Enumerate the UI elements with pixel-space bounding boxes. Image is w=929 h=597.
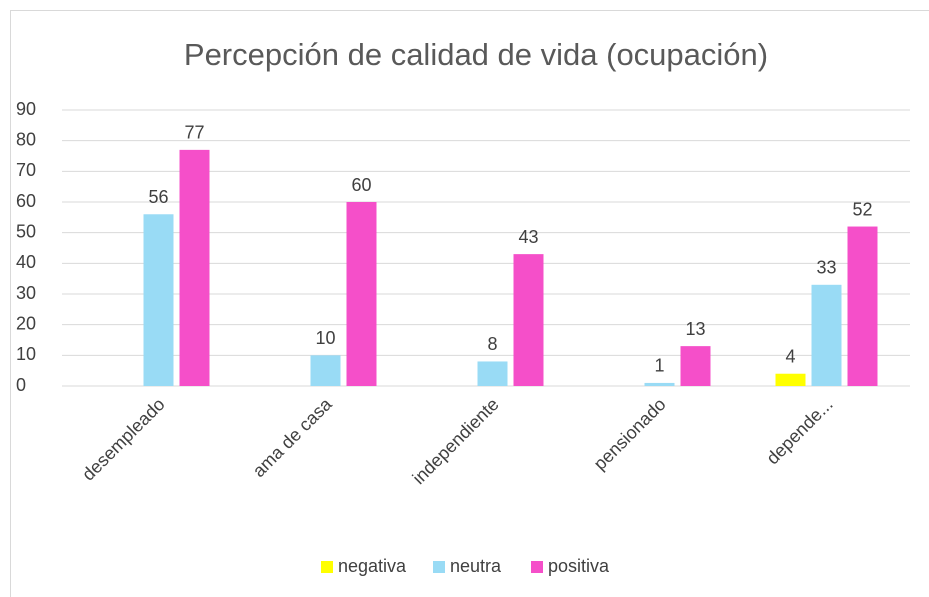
value-label: 33 [816,258,836,278]
y-tick-label: 90 [16,99,36,119]
value-label: 4 [785,346,795,366]
legend-swatch [321,561,333,573]
legend-label: positiva [548,556,610,576]
bar [775,373,806,386]
y-tick-label: 70 [16,160,36,180]
y-tick-label: 60 [16,191,36,211]
bar [310,355,341,386]
value-label: 52 [852,199,872,219]
bar [513,254,544,386]
value-label: 43 [518,227,538,247]
legend-swatch [433,561,445,573]
bar [644,382,675,386]
bar [847,226,878,386]
y-tick-label: 0 [16,375,26,395]
bar [143,214,174,386]
chart-title: Percepción de calidad de vida (ocupación… [184,37,768,72]
bar [680,346,711,386]
value-label: 60 [351,175,371,195]
y-tick-label: 40 [16,252,36,272]
value-label: 77 [184,123,204,143]
y-tick-label: 50 [16,221,36,241]
legend-label: negativa [338,556,407,576]
bar [179,149,210,386]
bar [477,361,508,386]
x-tick-label: independiente [409,394,503,488]
value-label: 1 [654,356,664,376]
x-tick-label: desempleado [78,394,169,485]
legend-swatch [531,561,543,573]
y-tick-label: 20 [16,313,36,333]
value-label: 13 [685,319,705,339]
bar [811,284,842,386]
value-label: 8 [487,334,497,354]
x-tick-label: pensionado [590,394,670,474]
y-tick-label: 10 [16,344,36,364]
chart-frame [10,10,929,597]
value-label: 10 [315,328,335,348]
y-tick-label: 80 [16,129,36,149]
value-label: 56 [148,187,168,207]
x-tick-label: ama de casa [249,393,337,481]
legend-label: neutra [450,556,502,576]
bar [346,202,377,386]
x-tick-label: depende... [762,394,836,468]
y-tick-label: 30 [16,283,36,303]
